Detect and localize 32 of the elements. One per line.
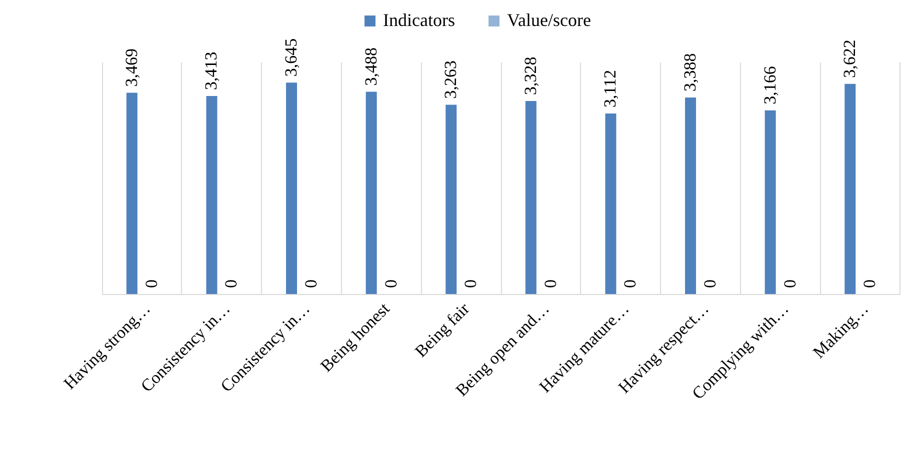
data-label: 0 xyxy=(301,280,320,288)
data-label: 3,622 xyxy=(840,40,860,78)
data-label: 3,328 xyxy=(520,56,540,95)
data-label: 0 xyxy=(860,280,880,288)
data-label: 3,413 xyxy=(202,52,221,90)
data-label: 0 xyxy=(381,280,400,288)
bar xyxy=(286,82,298,294)
data-label: 3,469 xyxy=(122,48,141,87)
bar xyxy=(605,114,616,294)
legend-label: Indicators xyxy=(383,10,455,30)
bar xyxy=(685,97,696,294)
bar xyxy=(206,96,218,294)
bar xyxy=(366,92,377,294)
data-label: 3,645 xyxy=(282,38,301,77)
data-label: 3,263 xyxy=(441,60,460,99)
data-label: 0 xyxy=(142,280,161,288)
data-label: 0 xyxy=(780,280,800,288)
data-label: 3,112 xyxy=(600,70,620,108)
data-label: 0 xyxy=(620,280,640,288)
bar xyxy=(525,100,536,294)
data-label: 3,488 xyxy=(361,47,380,86)
data-label: 3,166 xyxy=(760,66,780,104)
data-label: 0 xyxy=(222,280,241,288)
bar xyxy=(126,92,138,294)
bar xyxy=(844,84,856,294)
bar xyxy=(446,104,457,294)
data-label: 0 xyxy=(461,280,480,288)
legend-label: Value/score xyxy=(507,10,591,30)
data-label: 0 xyxy=(700,280,720,288)
bar xyxy=(764,110,776,294)
data-label: 0 xyxy=(540,280,560,288)
data-label: 3,388 xyxy=(680,53,700,92)
